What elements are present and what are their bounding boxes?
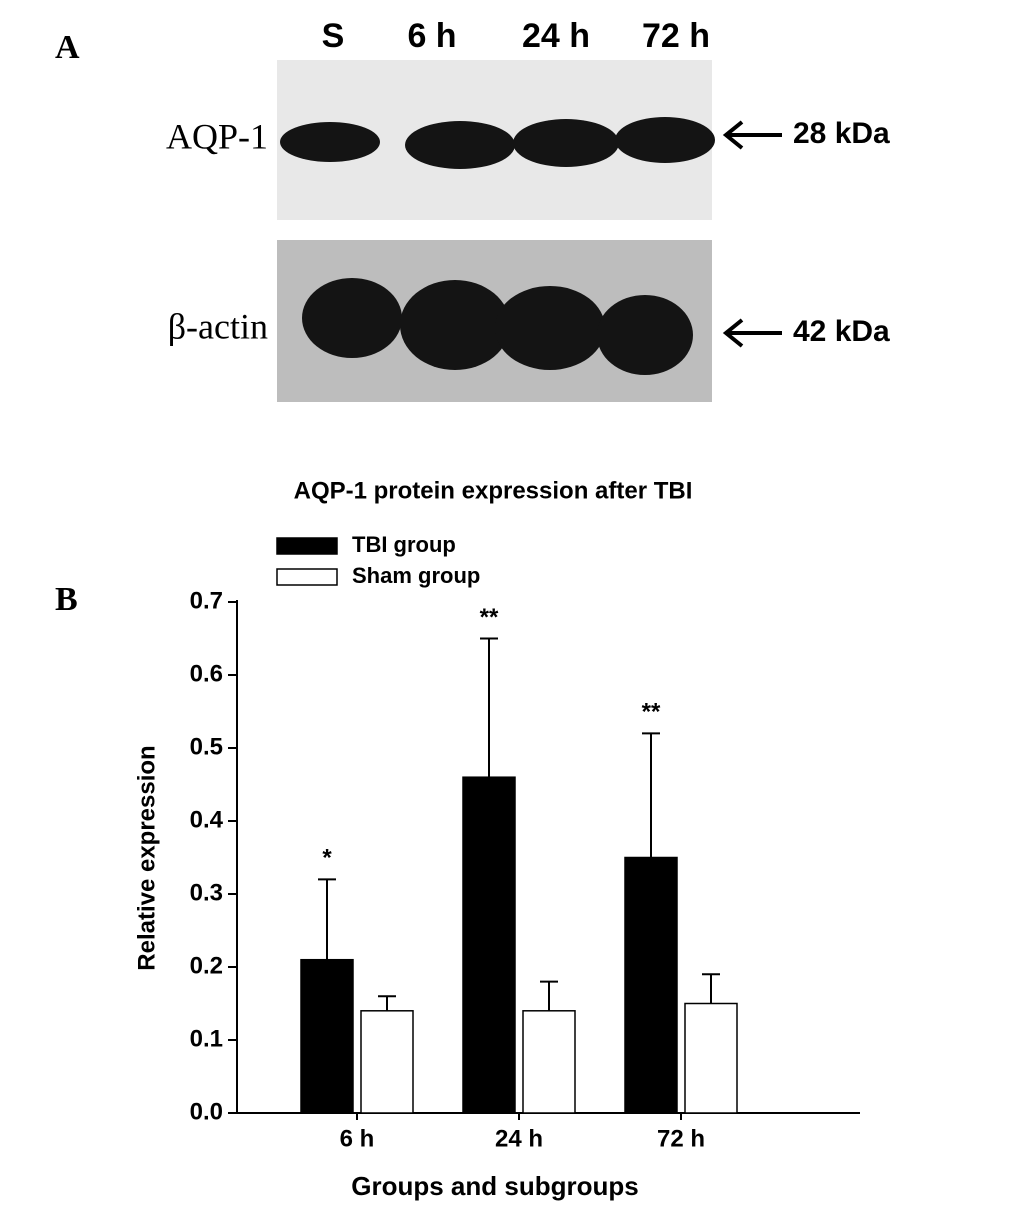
row-label: β-actin bbox=[168, 306, 268, 346]
legend-swatch bbox=[276, 568, 338, 586]
lane-label: S bbox=[322, 17, 345, 55]
legend-label: TBI group bbox=[352, 532, 456, 557]
bar bbox=[522, 1010, 576, 1114]
bar bbox=[462, 776, 516, 1114]
x-axis-label: Groups and subgroups bbox=[351, 1171, 638, 1201]
y-tick-label: 0.6 bbox=[190, 660, 223, 687]
y-tick-label: 0.3 bbox=[190, 879, 223, 906]
lane-label: 6 h bbox=[407, 17, 456, 55]
annotation: ** bbox=[480, 604, 499, 631]
y-tick-label: 0.4 bbox=[190, 806, 224, 833]
row-label: AQP-1 bbox=[166, 116, 268, 156]
legend-label: Sham group bbox=[352, 563, 480, 588]
x-tick-label: 6 h bbox=[340, 1125, 375, 1152]
size-label: 42 kDa bbox=[793, 315, 890, 348]
arrows bbox=[722, 120, 782, 348]
y-tick-label: 0.2 bbox=[190, 952, 223, 979]
x-tick-label: 24 h bbox=[495, 1125, 543, 1152]
lane-label: 72 h bbox=[642, 17, 710, 55]
bar bbox=[300, 958, 354, 1114]
y-tick-label: 0.1 bbox=[190, 1025, 223, 1052]
x-tick-label: 72 h bbox=[657, 1125, 705, 1152]
annotation: ** bbox=[642, 699, 661, 726]
bar bbox=[360, 1010, 414, 1114]
bar bbox=[624, 856, 678, 1114]
legend-swatch bbox=[276, 537, 338, 555]
lane-label: 24 h bbox=[522, 17, 590, 55]
panel-label: A bbox=[55, 29, 80, 66]
chart-title: AQP-1 protein expression after TBI bbox=[294, 477, 693, 504]
size-label: 28 kDa bbox=[793, 117, 890, 150]
y-tick-label: 0.0 bbox=[190, 1098, 223, 1125]
bar bbox=[684, 1002, 738, 1114]
y-tick-label: 0.7 bbox=[190, 587, 223, 614]
y-tick-label: 0.5 bbox=[190, 733, 223, 760]
panel-label: B bbox=[55, 581, 78, 618]
blot-bands bbox=[280, 117, 715, 375]
annotation: * bbox=[322, 845, 332, 872]
y-axis-label: Relative expression bbox=[133, 745, 160, 970]
